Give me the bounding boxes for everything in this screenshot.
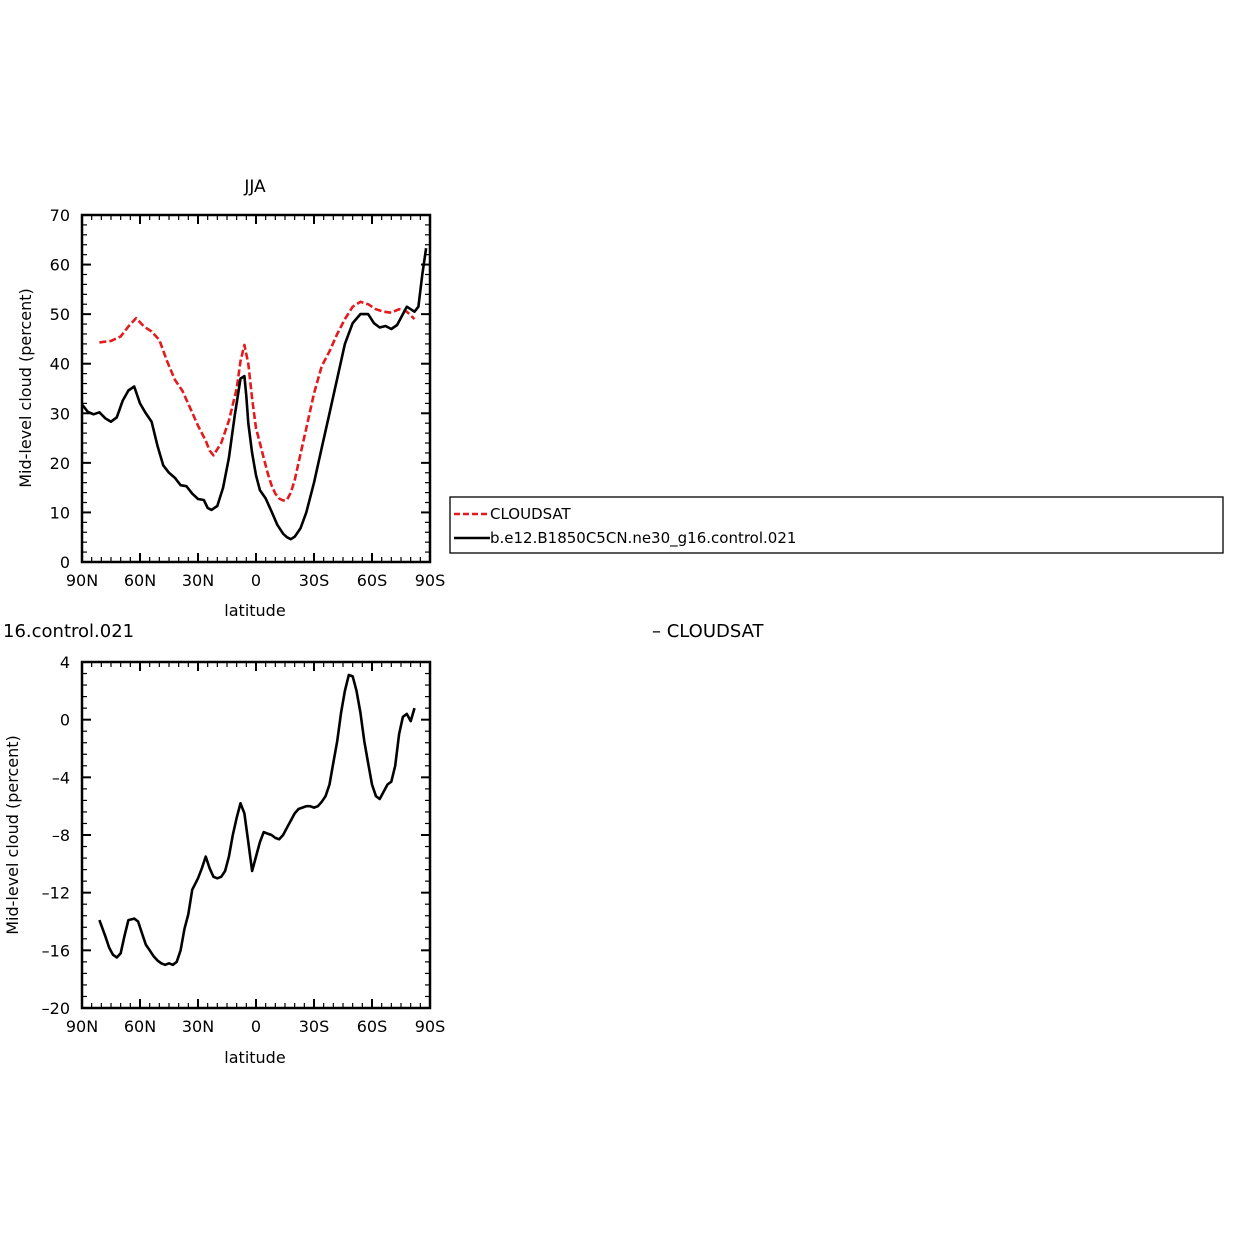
x-tick-label: 0 [251,1017,261,1036]
y-tick-label: –20 [42,999,70,1018]
chart-panel-jja: JJA 90N 60N 30N 0 30S 60S 90S 0 10 20 30 40 50 60 70 l… [16,177,445,620]
y-tick-label: 60 [50,256,70,275]
series-layer [98,673,416,967]
axis-layer: 90N 60N 30N 0 30S 60S 90S 4 0 –4 –8 –12 –16 –20 [42,653,446,1036]
x-axis-label: latitude [224,601,285,620]
series-layer [80,248,428,541]
y-tick-label: 20 [50,454,70,473]
series-line-cloudsat [99,300,416,502]
y-tick-label: 50 [50,305,70,324]
x-tick-label: 90N [66,571,98,590]
y-tick-label: –12 [42,884,70,903]
x-tick-label: 30N [182,1017,214,1036]
legend-entry-cloudsat: CLOUDSAT [490,505,572,523]
legend-entry-model: b.e12.B1850C5CN.ne30_g16.control.021 [490,529,796,548]
legend-box [449,496,1224,554]
x-tick-label: 0 [251,571,261,590]
chart-title-right: – CLOUDSAT [652,621,765,642]
x-tick-label: 30S [299,1017,330,1036]
y-tick-label: 40 [50,355,70,374]
axis-layer: 90N 60N 30N 0 30S 60S 90S 0 10 20 30 40 50 60 70 [50,206,446,590]
y-tick-label: –4 [52,768,70,787]
y-tick-label: –16 [42,941,70,960]
x-tick-label: 60N [124,1017,156,1036]
plot-frame [80,660,432,1010]
legend: CLOUDSAT b.e12.B1850C5CN.ne30_g16.contro… [449,496,1224,554]
y-axis-label: Mid-level cloud (percent) [3,735,22,935]
y-tick-label: 70 [50,206,70,225]
plot-frame [80,213,432,564]
series-line-b-e12-b1850c5cn-ne30-g16-control-021 [80,248,428,541]
x-tick-label: 60S [357,1017,388,1036]
y-tick-label: 30 [50,404,70,423]
x-tick-label: 30N [182,571,214,590]
y-tick-label: 4 [60,653,70,672]
x-tick-label: 90S [415,571,446,590]
x-tick-label: 90N [66,1017,98,1036]
series-line-series-0 [98,673,416,967]
y-tick-label: 10 [50,503,70,522]
x-tick-label: 30S [299,571,330,590]
x-tick-label: 60S [357,571,388,590]
x-tick-label: 60N [124,571,156,590]
y-tick-label: 0 [60,553,70,572]
chart-panel-difference: 16.control.021 – CLOUDSAT 90N 60N 30N 0 30S 6… [3,621,765,1067]
y-tick-label: 0 [60,711,70,730]
chart-title-left: 16.control.021 [3,621,134,642]
x-axis-label: latitude [224,1048,285,1067]
y-tick-label: –8 [52,826,70,845]
y-axis-label: Mid-level cloud (percent) [16,288,35,488]
x-tick-label: 90S [415,1017,446,1036]
chart-title: JJA [243,177,266,197]
